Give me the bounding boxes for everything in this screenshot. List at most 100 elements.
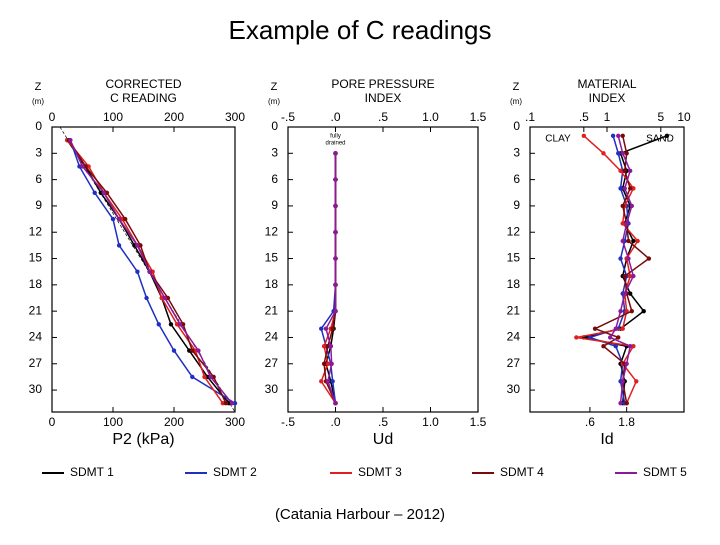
data-point — [618, 308, 623, 314]
data-point — [110, 216, 116, 222]
data-point — [618, 186, 623, 191]
data-point — [135, 269, 140, 274]
data-point — [77, 164, 82, 169]
x-tick-label-bottom: 200 — [164, 415, 184, 429]
y-tick-label: 6 — [271, 172, 278, 186]
data-point — [144, 295, 149, 301]
x-tick-label-bottom: 1.8 — [618, 415, 635, 429]
data-point — [223, 401, 229, 406]
y-tick-label: 9 — [271, 198, 278, 212]
data-point — [622, 291, 627, 296]
x-tick-label-bottom: 300 — [225, 415, 245, 429]
data-point — [325, 379, 331, 384]
data-point — [147, 269, 152, 274]
legend-label: SDMT 2 — [213, 465, 257, 479]
data-point — [68, 137, 73, 143]
y-axis-unit: (m) — [268, 97, 280, 106]
data-point — [208, 374, 213, 380]
data-point — [607, 335, 613, 340]
data-point — [333, 151, 338, 156]
x-tick-label-top: 1.0 — [422, 110, 439, 124]
data-point — [205, 374, 210, 380]
x-tick-label-bottom: 1.5 — [470, 415, 487, 429]
data-point — [631, 344, 636, 349]
data-point — [187, 348, 192, 353]
data-point — [174, 322, 180, 327]
plot-frame — [287, 126, 479, 413]
data-point — [333, 401, 338, 406]
data-point — [325, 361, 331, 366]
data-point — [330, 326, 335, 331]
data-point — [333, 282, 338, 288]
y-tick-label: 9 — [35, 198, 42, 212]
data-point — [138, 243, 143, 248]
x-tick-label-top: .1 — [525, 110, 535, 124]
x-tick-label-top: .0 — [330, 110, 340, 124]
data-point — [135, 243, 140, 248]
data-point — [177, 322, 183, 327]
y-tick-label: 9 — [513, 198, 520, 212]
data-point — [618, 168, 623, 174]
y-axis-label: Z — [271, 81, 278, 93]
data-point — [333, 230, 338, 235]
y-axis-unit: (m) — [32, 97, 44, 106]
y-tick-label: 27 — [29, 356, 43, 370]
data-point — [323, 326, 329, 331]
data-point — [101, 190, 107, 195]
data-point — [321, 361, 327, 366]
legend-label: SDMT 5 — [643, 465, 687, 479]
data-point — [618, 401, 623, 406]
y-tick-label: 30 — [507, 382, 521, 396]
data-point — [159, 295, 164, 301]
data-point — [98, 190, 104, 195]
x-axis-label: Ud — [373, 431, 393, 448]
data-point — [634, 379, 639, 384]
data-point — [232, 401, 238, 406]
data-point — [132, 243, 137, 248]
data-point — [333, 203, 338, 209]
y-tick-label: 18 — [265, 277, 279, 291]
data-point — [80, 164, 85, 169]
data-point — [618, 256, 623, 261]
x-tick-label-top: 200 — [164, 110, 184, 124]
data-point — [333, 308, 338, 314]
data-point — [171, 348, 177, 353]
y-tick-label: 0 — [271, 119, 278, 133]
x-tick-label-top: 5 — [657, 110, 664, 124]
data-point — [616, 133, 621, 138]
data-point — [196, 348, 201, 353]
data-point — [211, 374, 216, 380]
data-point — [620, 151, 625, 156]
y-tick-label: 3 — [35, 145, 42, 159]
data-point — [86, 164, 91, 169]
data-point — [627, 291, 633, 296]
plot-frame — [51, 126, 236, 413]
data-point — [330, 379, 335, 384]
panel-title: INDEX — [589, 91, 626, 105]
y-tick-label: 18 — [29, 277, 43, 291]
data-point — [624, 361, 629, 366]
data-point — [627, 186, 633, 191]
legend-label: SDMT 4 — [500, 465, 544, 479]
data-point — [627, 273, 633, 279]
y-tick-label: 27 — [265, 356, 279, 370]
data-point — [620, 133, 625, 138]
x-tick-label-bottom: .5 — [378, 415, 388, 429]
y-axis-unit: (m) — [510, 97, 522, 106]
x-tick-label-top: 10 — [677, 110, 691, 124]
y-tick-label: 24 — [265, 330, 279, 344]
data-point — [631, 186, 636, 191]
data-point — [168, 322, 174, 327]
annotation: fully — [330, 134, 341, 140]
x-tick-label-bottom: 0 — [49, 415, 56, 429]
y-tick-label: 30 — [265, 382, 279, 396]
panel-title: MATERIAL — [577, 77, 636, 91]
y-tick-label: 21 — [507, 303, 521, 317]
data-point — [629, 308, 635, 314]
legend-label: SDMT 1 — [70, 465, 114, 479]
data-point — [624, 308, 629, 314]
data-point — [601, 344, 606, 349]
x-tick-label-bottom: 1.0 — [422, 415, 439, 429]
data-point — [622, 273, 627, 279]
data-point — [574, 335, 579, 340]
